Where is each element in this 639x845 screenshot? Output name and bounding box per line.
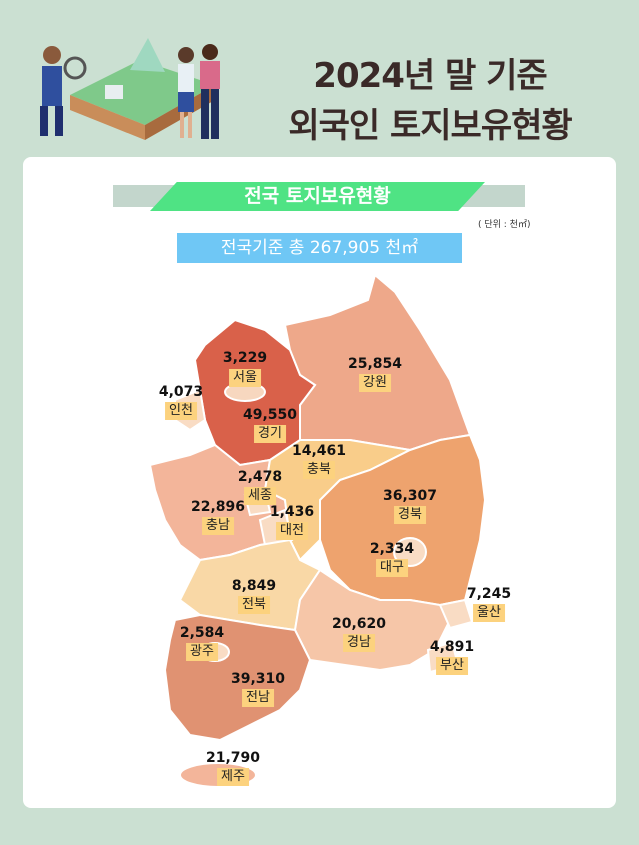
value-ulsan: 7,245 [466,586,512,602]
value-jeonnam: 39,310 [230,671,286,687]
value-jeonbuk: 8,849 [231,578,277,594]
value-daegu: 2,334 [369,541,415,557]
label-seoul: 서울 [229,369,261,387]
label-jeonnam: 전남 [242,689,274,707]
person-with-magnifier-icon [40,46,87,136]
label-busan: 부산 [436,657,468,675]
value-gyeonggi: 49,550 [242,407,298,423]
label-daejeon: 대전 [276,522,308,540]
total-box: 전국기준 총 267,905 천㎡ [177,233,462,263]
value-gyeongbuk: 36,307 [382,488,438,504]
value-chungbuk: 14,461 [291,443,347,459]
value-gwangju: 2,584 [179,625,225,641]
value-gangwon: 25,854 [347,356,403,372]
section-title: 전국 토지보유현황 [150,182,485,211]
label-gangwon: 강원 [359,374,391,392]
label-daegu: 대구 [376,559,408,577]
value-seoul: 3,229 [222,350,268,366]
unit-label: ( 단위 : 천㎡) [478,220,531,230]
region-ulsan [438,598,474,630]
label-chungbuk: 충북 [303,461,335,479]
value-chungnam: 22,896 [190,499,246,515]
label-jeju: 제주 [217,768,249,786]
value-jeju: 21,790 [205,750,261,766]
value-gyeongnam: 20,620 [331,616,387,632]
label-chungnam: 충남 [202,517,234,535]
label-incheon: 인천 [165,402,197,420]
label-jeonbuk: 전북 [238,596,270,614]
region-gyeongnam [293,568,452,672]
man-icon [200,44,220,139]
value-incheon: 4,073 [158,384,204,400]
page-title-line1: 2024년 말 기준 [313,56,547,96]
page-title-line2: 외국인 토지보유현황 [288,106,572,146]
label-sejong: 세종 [244,487,276,505]
label-gwangju: 광주 [186,643,218,661]
value-sejong: 2,478 [237,469,283,485]
label-gyeongbuk: 경북 [394,506,426,524]
woman-icon [178,47,194,138]
label-gyeongnam: 경남 [343,634,375,652]
value-daejeon: 1,436 [269,504,315,520]
label-gyeonggi: 경기 [254,425,286,443]
value-busan: 4,891 [429,639,475,655]
label-ulsan: 울산 [473,604,505,622]
